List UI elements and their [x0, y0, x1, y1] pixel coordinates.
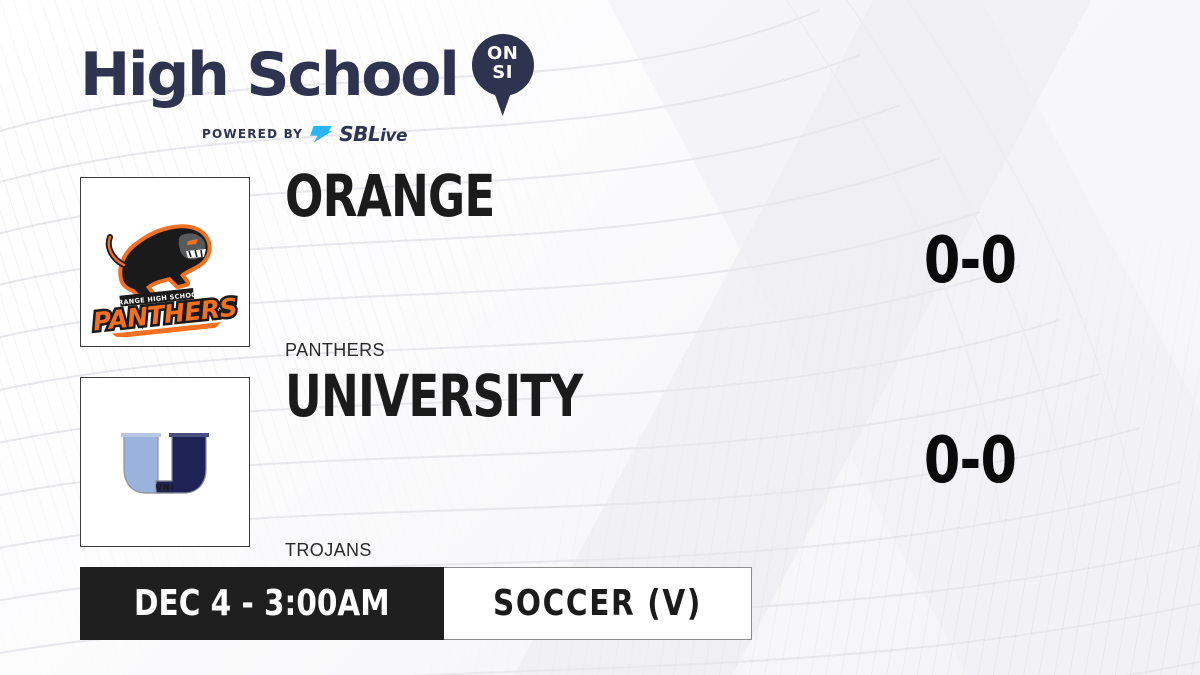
team-logo-box-home[interactable]: UNI [80, 377, 250, 547]
team-mascot-home: TROJANS [285, 540, 372, 560]
map-pin-icon: ON SI [471, 34, 534, 116]
map-pin-body [471, 34, 534, 96]
team-logo-box-away[interactable]: ORANGE HIGH SCHOOL PANTHERS PANTHERS [80, 177, 250, 347]
sblive-wordmark: SBLive [339, 122, 407, 146]
onsi-wordmark: ON SI [472, 44, 534, 82]
brand-title: High School [80, 39, 460, 110]
sblive-bolt-icon [310, 125, 333, 143]
match-sport-chip: SOCCER (V) [443, 567, 752, 640]
match-info-bar: DEC 4 - 3:00AM SOCCER (V) [80, 567, 752, 640]
match-datetime-chip: DEC 4 - 3:00AM [80, 567, 444, 640]
powered-by-row: POWERED BY SBLive [80, 122, 534, 146]
onsi-line-on: ON [486, 43, 519, 64]
orange-panthers-logo: ORANGE HIGH SCHOOL PANTHERS PANTHERS [90, 224, 240, 337]
university-uni-logo: UNI [121, 433, 209, 494]
team-mascot-away: PANTHERS [285, 340, 385, 360]
team-school-name-home: UNIVERSITY [285, 362, 583, 430]
sblive-upper: SBL [339, 122, 381, 146]
match-datetime-text: DEC 4 - 3:00AM [134, 582, 390, 624]
team-score-away: 0-0 [923, 224, 1017, 298]
team-school-name-away: ORANGE [285, 162, 495, 230]
sblive-lower: ive [380, 126, 408, 146]
svg-text:UNI: UNI [155, 483, 174, 492]
brand-logo-row: High School ON SI [80, 34, 534, 116]
match-sport-text: SOCCER (V) [492, 582, 702, 624]
powered-by-label: POWERED BY [202, 127, 304, 141]
onsi-line-si: SI [492, 62, 513, 83]
team-score-home: 0-0 [923, 424, 1017, 498]
brand-header: High School ON SI POWERED BY SBLive [80, 34, 534, 146]
